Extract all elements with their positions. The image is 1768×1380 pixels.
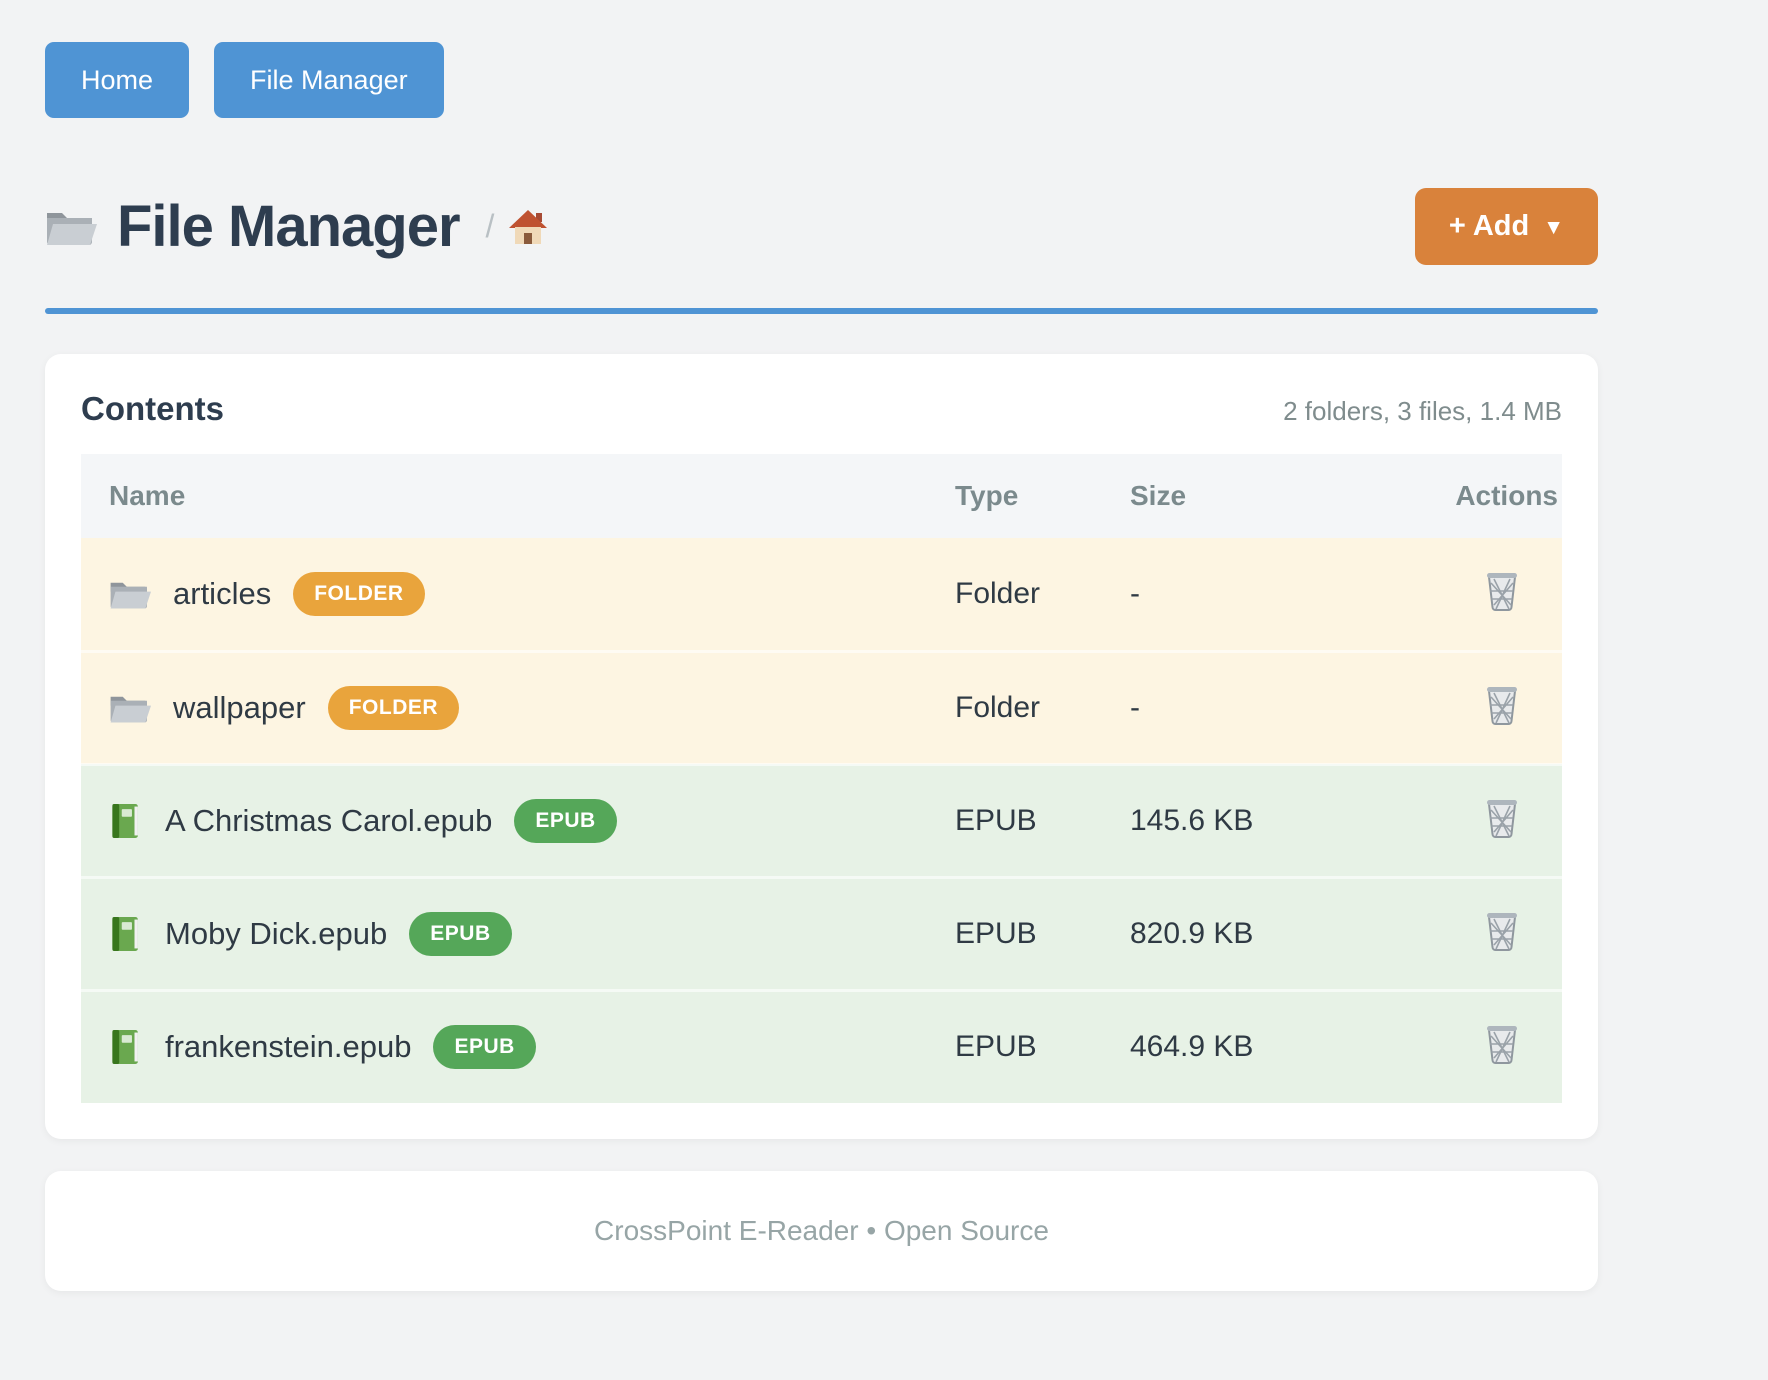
page-header: File Manager / + Add ▼ — [45, 188, 1598, 265]
file-name[interactable]: wallpaper — [173, 689, 306, 725]
table-header-row: Name Type Size Actions — [81, 454, 1562, 538]
table-row[interactable]: articles FOLDER Folder - — [81, 538, 1562, 651]
delete-button[interactable] — [1484, 909, 1520, 951]
size-cell: 464.9 KB — [1130, 1030, 1254, 1064]
footer-card: CrossPoint E-Reader • Open Source — [45, 1171, 1598, 1291]
folder-badge: FOLDER — [293, 571, 425, 616]
trash-icon — [1486, 571, 1518, 611]
delete-button[interactable] — [1484, 796, 1520, 838]
column-header-name: Name — [109, 480, 186, 511]
trash-icon — [1486, 798, 1518, 838]
breadcrumb-separator: / — [485, 208, 495, 244]
book-icon — [112, 1030, 138, 1065]
file-name[interactable]: Moby Dick.epub — [165, 915, 388, 951]
type-cell: EPUB — [955, 916, 1037, 950]
type-cell: EPUB — [955, 803, 1037, 837]
file-name[interactable]: A Christmas Carol.epub — [165, 802, 493, 838]
size-cell: 145.6 KB — [1130, 803, 1254, 837]
top-nav: Home File Manager — [45, 42, 1598, 118]
add-button[interactable]: + Add ▼ — [1414, 188, 1598, 265]
size-cell: - — [1130, 576, 1140, 610]
folder-icon — [110, 696, 151, 723]
folder-icon — [110, 582, 151, 609]
delete-button[interactable] — [1484, 683, 1520, 725]
header-divider — [45, 308, 1598, 314]
file-name[interactable]: articles — [173, 575, 272, 611]
trash-icon — [1486, 685, 1518, 725]
epub-badge: EPUB — [433, 1025, 536, 1070]
book-icon — [112, 916, 138, 951]
table-row[interactable]: A Christmas Carol.epub EPUB EPUB 145.6 K… — [81, 764, 1562, 877]
home-icon[interactable] — [508, 207, 548, 247]
contents-summary: 2 folders, 3 files, 1.4 MB — [1283, 396, 1562, 426]
contents-card: Contents 2 folders, 3 files, 1.4 MB Name… — [45, 354, 1598, 1139]
add-button-label: + Add — [1448, 210, 1530, 242]
epub-badge: EPUB — [514, 798, 617, 843]
size-cell: - — [1130, 690, 1140, 724]
trash-icon — [1486, 1025, 1518, 1065]
delete-button[interactable] — [1484, 569, 1520, 611]
caret-down-icon: ▼ — [1543, 215, 1564, 239]
title-group: File Manager / — [45, 193, 548, 260]
table-row[interactable]: wallpaper FOLDER Folder - — [81, 651, 1562, 764]
folder-badge: FOLDER — [327, 685, 460, 730]
column-header-type: Type — [955, 480, 1019, 511]
table-row[interactable]: Moby Dick.epub EPUB EPUB 820.9 KB — [81, 877, 1562, 990]
file-table: Name Type Size Actions articles FOLDER F… — [81, 454, 1562, 1103]
book-icon — [112, 803, 138, 838]
card-head: Contents 2 folders, 3 files, 1.4 MB — [81, 390, 1562, 428]
table-row[interactable]: frankenstein.epub EPUB EPUB 464.9 KB — [81, 990, 1562, 1103]
page-container: Home File Manager File Manager / + Add ▼… — [45, 0, 1598, 1291]
trash-icon — [1486, 911, 1518, 951]
card-title: Contents — [81, 390, 224, 427]
nav-button-file-manager[interactable]: File Manager — [214, 42, 444, 118]
column-header-size: Size — [1130, 480, 1187, 511]
epub-badge: EPUB — [409, 911, 512, 956]
nav-button-home[interactable]: Home — [45, 42, 190, 118]
delete-button[interactable] — [1484, 1022, 1520, 1065]
file-name[interactable]: frankenstein.epub — [165, 1029, 412, 1065]
footer-text: CrossPoint E-Reader • Open Source — [594, 1215, 1049, 1246]
type-cell: Folder — [955, 690, 1041, 724]
type-cell: Folder — [955, 576, 1041, 610]
type-cell: EPUB — [955, 1030, 1037, 1064]
folder-icon — [47, 212, 97, 245]
breadcrumb: / — [486, 207, 549, 247]
column-header-actions: Actions — [1455, 480, 1558, 511]
size-cell: 820.9 KB — [1130, 916, 1254, 950]
page-title: File Manager — [117, 194, 461, 259]
